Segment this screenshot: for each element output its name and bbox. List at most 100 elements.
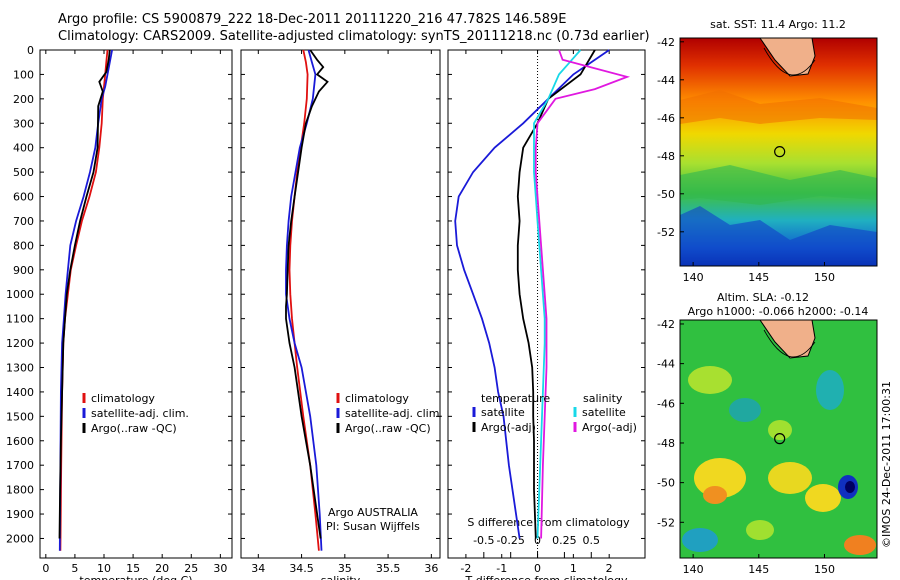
- x2-tick-label: 0: [534, 534, 541, 547]
- x-tick-label: 0: [42, 562, 49, 575]
- x-tick-label: -1: [496, 562, 507, 575]
- legend-label: Argo(..raw -QC): [345, 422, 431, 435]
- legend-label: Argo(..raw -QC): [91, 422, 177, 435]
- x-tick-label: 36: [424, 562, 438, 575]
- map-y-tick-label: -52: [657, 226, 675, 239]
- y-tick-label: 1300: [6, 362, 34, 375]
- legend-label: satellite-adj. clim.: [345, 407, 443, 420]
- sst-map-title: sat. SST: 11.4 Argo: 11.2: [710, 18, 846, 31]
- series-line: [58, 49, 113, 551]
- map-x-tick-label: 140: [683, 271, 704, 284]
- panel-frame: [447, 49, 646, 559]
- y-tick-label: 0: [27, 44, 34, 57]
- map-y-tick-label: -44: [657, 358, 675, 371]
- sla-map: Altim. SLA: -0.12 Argo h1000: -0.066 h20…: [657, 291, 878, 576]
- argo-location-marker-sla: [774, 433, 786, 445]
- map-x-tick-label: 150: [814, 271, 835, 284]
- sst-map: sat. SST: 11.4 Argo: 11.2 -42 -44 -46 -48 -5…: [657, 18, 878, 284]
- series-line: [534, 49, 631, 539]
- x-tick-label: 35: [338, 562, 352, 575]
- x-tick-label: -2: [460, 562, 471, 575]
- x2-tick-label: -0.5: [473, 534, 494, 547]
- map-y-tick-label: -50: [657, 477, 675, 490]
- tasmania-land-sla: [759, 320, 816, 359]
- x-tick-label: 30: [213, 562, 227, 575]
- legend-label: Argo(-adj): [582, 421, 637, 434]
- legend-label: satellite: [481, 406, 525, 419]
- imos-stamp: ©IMOS 24-Dec-2011 17:00:31: [880, 381, 893, 548]
- map-y-tick-label: -42: [657, 36, 675, 49]
- pi-label: PI: Susan Wijffels: [326, 520, 420, 533]
- y-tick-label: 400: [13, 142, 34, 155]
- legend-label: Argo(-adj): [481, 421, 536, 434]
- tasmania-land: [759, 38, 816, 77]
- map-x-tick-label: 145: [748, 271, 769, 284]
- y-tick-label: 800: [13, 239, 34, 252]
- profile-panel-2: 34 34.5 35 35.5 36 salinity: [240, 49, 441, 580]
- series-line: [288, 49, 320, 551]
- sla-map-title-1: Altim. SLA: -0.12: [717, 291, 809, 304]
- y-tick-label: 1400: [6, 386, 34, 399]
- panel-frame: [240, 49, 441, 559]
- panel-frame: [39, 49, 233, 559]
- map-y-tick-label: -44: [657, 74, 675, 87]
- map-x-tick-label: 145: [748, 563, 769, 576]
- y-tick-label: 1100: [6, 313, 34, 326]
- x-axis-label: T difference from climatology: [465, 574, 628, 580]
- map-y-tick-label: -42: [657, 318, 675, 331]
- x-tick-label: 15: [126, 562, 140, 575]
- x-tick-label: 34: [251, 562, 265, 575]
- float-label: Argo AUSTRALIA: [328, 506, 418, 519]
- profile-panel-1: 0 5 10 15 20 25 30 temperature (deg C) 0 100 200 30…: [6, 44, 233, 580]
- y-tick-label: 900: [13, 264, 34, 277]
- series-line: [285, 49, 323, 551]
- legend-title-salinity: salinity: [583, 392, 623, 405]
- x2-tick-label: -0.25: [496, 534, 524, 547]
- series-line: [58, 49, 111, 539]
- y-tick-label: 500: [13, 166, 34, 179]
- y-tick-label: 200: [13, 93, 34, 106]
- x2-tick-label: 0.25: [552, 534, 577, 547]
- series-line: [533, 49, 582, 539]
- y-tick-label: 1800: [6, 484, 34, 497]
- x-tick-label: 20: [155, 562, 169, 575]
- x-axis-label: salinity: [321, 574, 361, 580]
- x-axis-label: temperature (deg C): [79, 574, 192, 580]
- x2-axis-label: S difference from climatology: [467, 516, 630, 529]
- x-tick-label: 2: [606, 562, 613, 575]
- legend-label: climatology: [91, 392, 155, 405]
- y-tick-label: 2000: [6, 532, 34, 545]
- y-tick-label: 700: [13, 215, 34, 228]
- map-y-tick-label: -48: [657, 437, 675, 450]
- header-subtitle: Climatology: CARS2009. Satellite-adjuste…: [58, 29, 650, 44]
- y-tick-label: 1200: [6, 337, 34, 350]
- map-y-tick-label: -46: [657, 112, 675, 125]
- map-y-tick-label: -48: [657, 150, 675, 163]
- y-tick-label: 1700: [6, 459, 34, 472]
- legend-title-temperature: temperature: [481, 392, 550, 405]
- sla-map-title-2: Argo h1000: -0.066 h2000: -0.14: [688, 305, 869, 318]
- x-tick-label: 1: [570, 562, 577, 575]
- x2-tick-label: 0.5: [583, 534, 601, 547]
- y-tick-label: 1600: [6, 435, 34, 448]
- profile-panel-3: -2 -1 0 1 2T difference from climatology -0.5…: [447, 49, 646, 580]
- x-tick-label: 25: [184, 562, 198, 575]
- map-y-tick-label: -52: [657, 516, 675, 529]
- x-tick-label: 34.5: [289, 562, 314, 575]
- legend-label: satellite: [582, 406, 626, 419]
- legend-label: satellite-adj. clim.: [91, 407, 189, 420]
- legend-label: climatology: [345, 392, 409, 405]
- x-tick-label: 35.5: [376, 562, 401, 575]
- argo-location-marker: [774, 146, 786, 158]
- map-y-tick-label: -50: [657, 188, 675, 201]
- y-tick-label: 600: [13, 191, 34, 204]
- x-tick-label: 0: [534, 562, 541, 575]
- x-tick-label: 10: [97, 562, 111, 575]
- header-title: Argo profile: CS 5900879_222 18-Dec-2011…: [58, 12, 567, 27]
- y-tick-label: 300: [13, 117, 34, 130]
- map-x-tick-label: 140: [683, 563, 704, 576]
- y-tick-label: 100: [13, 68, 34, 81]
- map-y-tick-label: -46: [657, 397, 675, 410]
- y-tick-label: 1000: [6, 288, 34, 301]
